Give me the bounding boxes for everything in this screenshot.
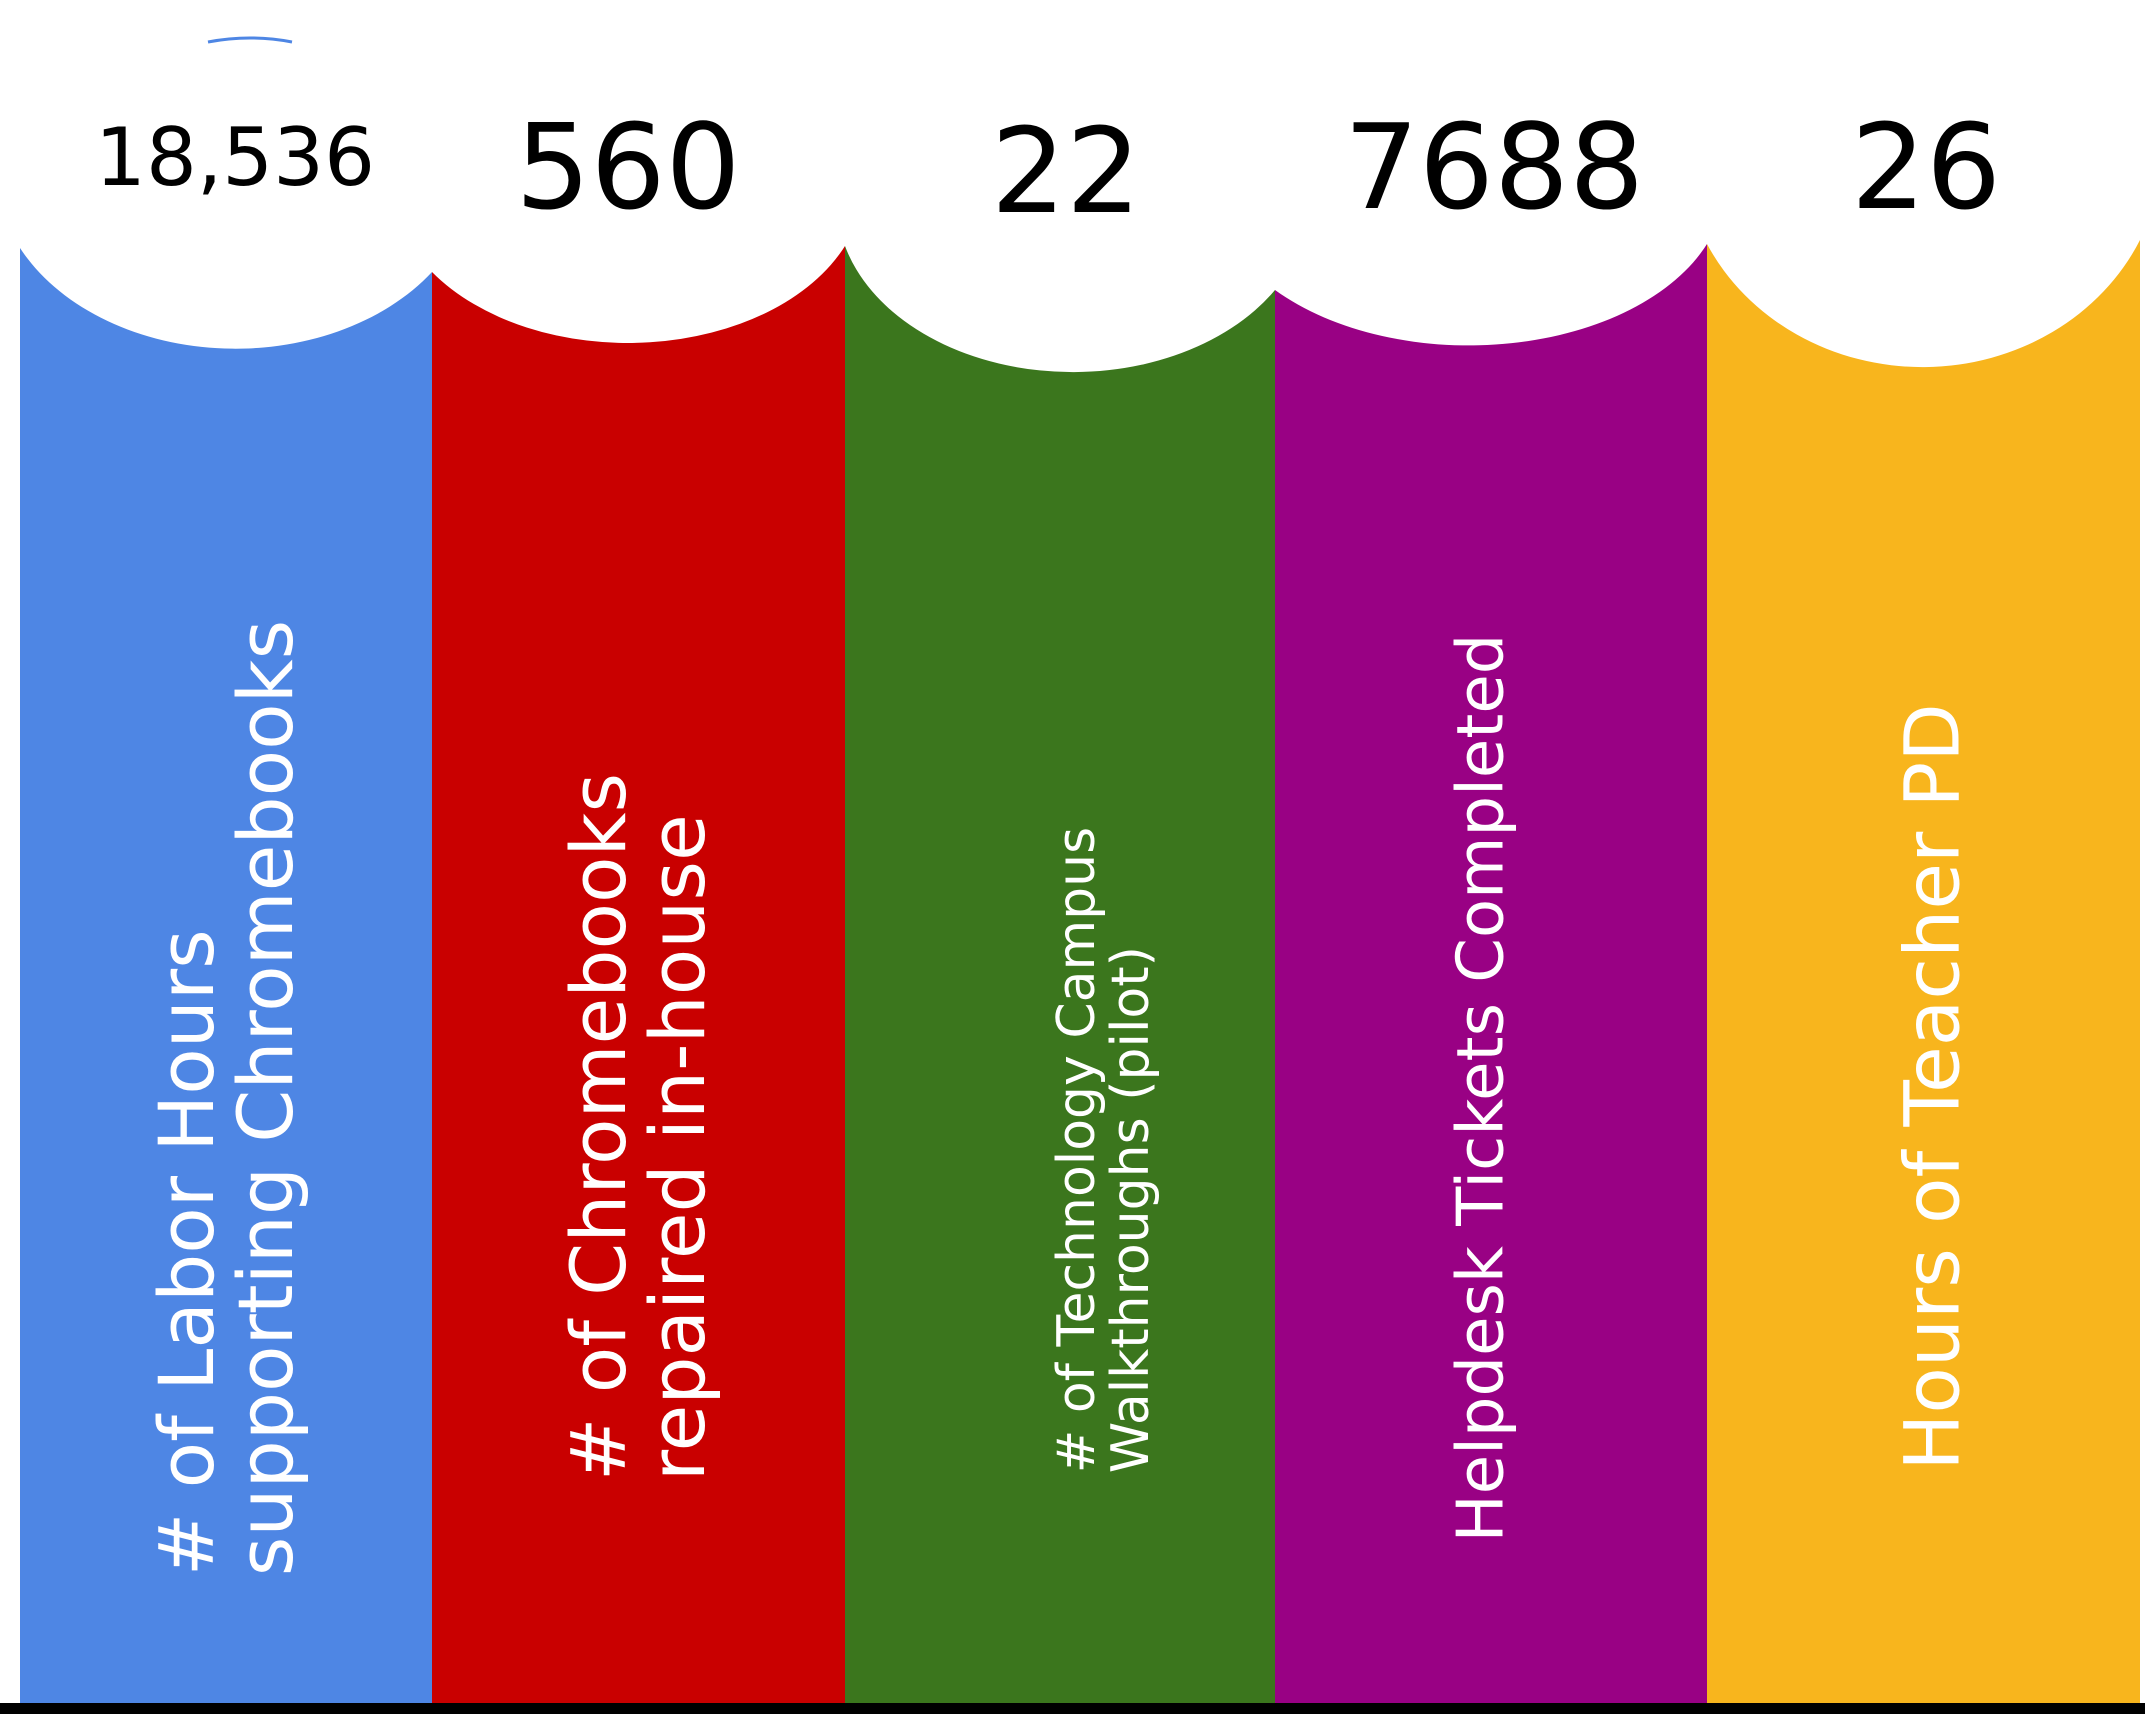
stat-number-teacher-pd: 26 [1850, 98, 2002, 236]
stat-label-labor-hours: # of Labor Hours supporting Chromebooks [141, 619, 310, 1577]
stat-number-campus-walkthroughs: 22 [990, 102, 1142, 240]
band-teacher-pd [1707, 240, 2140, 1703]
stat-label-campus-walkthroughs-line2: Walkthroughs (pilot) [1101, 946, 1161, 1474]
band-campus-walkthroughs [845, 246, 1275, 1703]
stat-label-campus-walkthroughs-line1: # of Technology Campus [1046, 826, 1107, 1474]
stat-label-teacher-pd: Hours of Teacher PD [1887, 703, 1977, 1471]
band-chromebooks-repaired [432, 246, 845, 1703]
stat-label-labor-hours-line2: supporting Chromebooks [221, 619, 310, 1577]
stat-label-campus-walkthroughs: # of Technology Campus Walkthroughs (pil… [1046, 826, 1161, 1474]
stat-label-teacher-pd-line1: Hours of Teacher PD [1887, 703, 1977, 1471]
bottom-border [0, 1703, 2145, 1714]
band-labor-hours [20, 248, 432, 1703]
stat-label-helpdesk-tickets: Helpdesk Tickets Completed [1444, 633, 1519, 1543]
stat-number-chromebooks-repaired: 560 [515, 98, 741, 236]
stat-label-labor-hours-line1: # of Labor Hours [141, 929, 231, 1577]
stat-number-labor-hours: 18,536 [95, 111, 375, 204]
stat-label-chromebooks-repaired: # of Chromebooks repaired in-house [553, 772, 722, 1482]
stat-label-chromebooks-repaired-line1: # of Chromebooks [553, 772, 643, 1482]
stat-number-helpdesk-tickets: 7688 [1343, 98, 1645, 236]
stat-label-helpdesk-tickets-line1: Helpdesk Tickets Completed [1444, 633, 1519, 1543]
stat-label-chromebooks-repaired-line2: repaired in-house [633, 814, 722, 1482]
decorative-arc [207, 36, 293, 44]
band-helpdesk-tickets [1275, 244, 1707, 1703]
